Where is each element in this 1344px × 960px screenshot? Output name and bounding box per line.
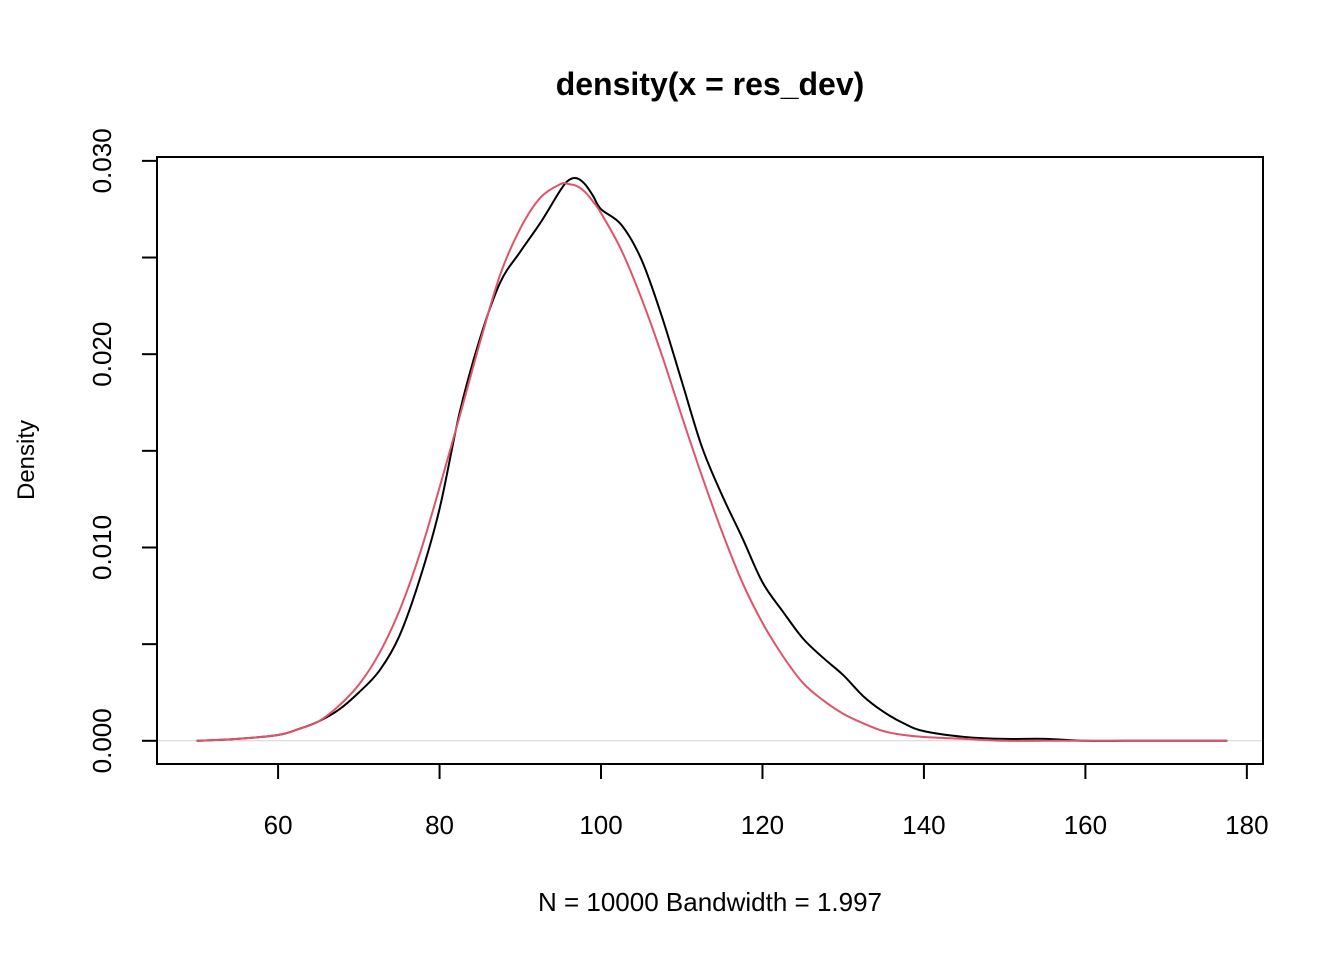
y-tick-label: 0.020 (87, 322, 117, 387)
x-tick-label: 180 (1225, 810, 1268, 840)
y-axis-label: Density (13, 420, 40, 500)
x-tick-label: 100 (579, 810, 622, 840)
y-tick-label: 0.000 (87, 708, 117, 773)
y-axis: 0.000 0.010 0.020 0.030 (87, 128, 158, 773)
x-tick-label: 60 (264, 810, 293, 840)
x-tick-label: 80 (425, 810, 454, 840)
plot-frame (156, 156, 1264, 765)
x-tick-label: 140 (902, 810, 945, 840)
x-axis-label: N = 10000 Bandwidth = 1.997 (538, 887, 882, 917)
chart-title: density(x = res_dev) (556, 66, 865, 102)
normal-fit-curve (196, 181, 1228, 742)
x-tick-label: 160 (1064, 810, 1107, 840)
x-axis: 60 80 100 120 140 160 180 (264, 763, 1269, 840)
density-curve (196, 177, 1228, 742)
y-tick-label: 0.010 (87, 515, 117, 580)
y-tick-label: 0.030 (87, 128, 117, 193)
series-group (196, 177, 1228, 742)
x-tick-label: 120 (741, 810, 784, 840)
